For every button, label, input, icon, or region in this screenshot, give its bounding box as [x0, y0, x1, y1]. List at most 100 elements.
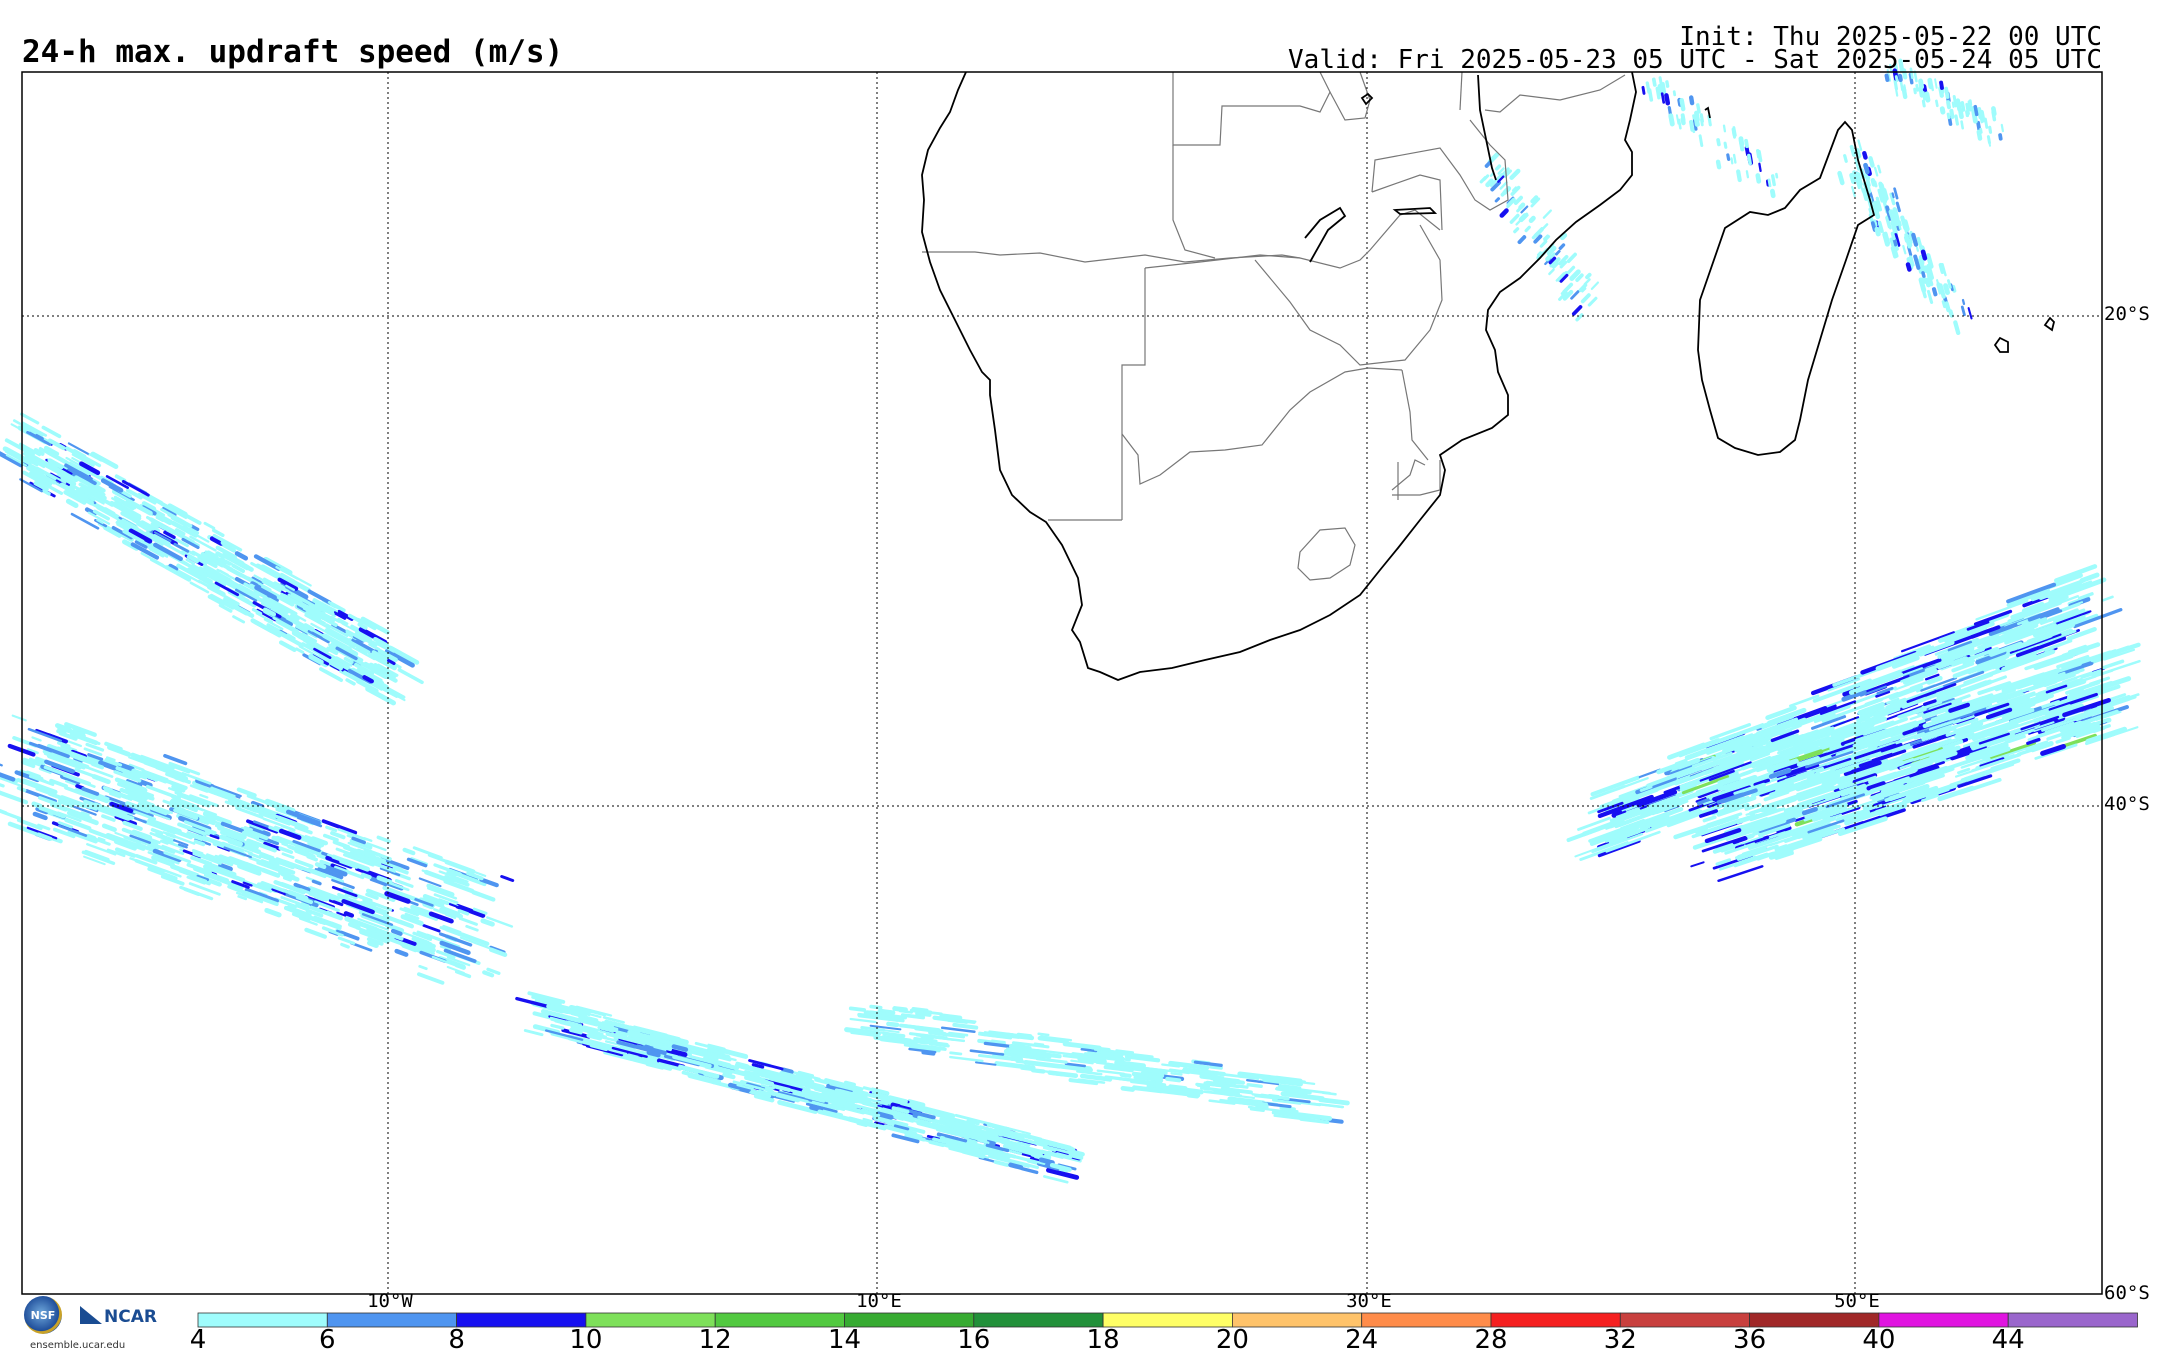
updraft-streak [209, 786, 236, 799]
updraft-streak [607, 1047, 628, 1055]
updraft-streak [171, 795, 199, 808]
updraft-streak [285, 809, 321, 826]
updraft-streak [891, 1106, 910, 1114]
updraft-streak [75, 489, 96, 502]
updraft-streak [466, 871, 484, 881]
updraft-streak [1770, 729, 1800, 743]
updraft-streak [2060, 579, 2104, 598]
updraft-streak [431, 955, 462, 969]
updraft-streak [126, 794, 155, 808]
lat-label-60s: 60°S [2104, 1282, 2150, 1304]
colorbar-label: 24 [1345, 1325, 1379, 1355]
updraft-streak [310, 888, 335, 901]
updraft-streak [1168, 1084, 1188, 1091]
updraft-streak [1612, 810, 1627, 817]
updraft-streak [160, 874, 185, 886]
updraft-streak [142, 532, 164, 546]
updraft-streak [817, 1109, 856, 1123]
updraft-streak [1157, 1088, 1201, 1098]
updraft-streak [321, 819, 358, 835]
updraft-streak [1849, 172, 1856, 184]
updraft-streak [1279, 1105, 1296, 1112]
updraft-streak [1805, 750, 1854, 769]
updraft-streak [1007, 1134, 1050, 1148]
updraft-streak [360, 872, 372, 880]
updraft-streak [100, 478, 124, 493]
updraft-streak [33, 448, 45, 456]
updraft-streak [2060, 658, 2087, 669]
updraft-streak [1559, 232, 1568, 241]
updraft-streak [1124, 1054, 1161, 1063]
updraft-streak [18, 425, 28, 432]
updraft-streak [2017, 671, 2048, 685]
updraft-streak [1580, 293, 1591, 304]
updraft-streak [366, 937, 384, 946]
updraft-streak [26, 826, 58, 840]
updraft-streak [200, 552, 225, 568]
updraft-streak [67, 442, 90, 456]
updraft-streak [151, 855, 175, 867]
updraft-streak [365, 686, 396, 706]
updraft-streak [22, 451, 38, 462]
updraft-streak [368, 662, 381, 671]
updraft-streak [21, 760, 36, 768]
updraft-streak [284, 906, 308, 918]
updraft-streak [102, 786, 113, 792]
updraft-streak [1979, 627, 2035, 651]
updraft-streak [206, 550, 219, 560]
updraft-streak [1677, 118, 1682, 130]
updraft-streak [1070, 1052, 1107, 1061]
updraft-streak [412, 846, 443, 860]
updraft-streak [231, 563, 246, 574]
updraft-streak [399, 907, 419, 917]
updraft-streak [380, 921, 405, 933]
updraft-streak [2040, 610, 2076, 625]
updraft-streak [333, 611, 347, 620]
updraft-streak [1246, 1082, 1263, 1089]
updraft-streak [1894, 678, 1924, 691]
map-frame [21, 71, 2103, 1295]
updraft-streak [1820, 824, 1838, 832]
updraft-streak [734, 1063, 748, 1070]
updraft-streak [978, 1031, 1020, 1039]
updraft-streak [150, 827, 164, 835]
updraft-streak [1893, 187, 1899, 200]
updraft-streak [373, 636, 390, 648]
updraft-streak [1915, 761, 1945, 773]
updraft-streak [1722, 736, 1762, 754]
updraft-streak [977, 1053, 1015, 1061]
updraft-streak [186, 862, 212, 875]
updraft-streak [2048, 594, 2066, 604]
updraft-streak [37, 743, 70, 759]
updraft-streak [2000, 123, 2005, 133]
updraft-streak [1973, 609, 2013, 626]
updraft-streak [163, 851, 192, 864]
updraft-streak [1280, 1091, 1325, 1101]
updraft-streak [1961, 298, 1966, 306]
colorbar-swatch [585, 1312, 716, 1328]
updraft-streak [267, 883, 290, 894]
updraft-streak [1133, 1065, 1173, 1073]
updraft-streak [722, 1072, 736, 1080]
updraft-streak [1621, 809, 1639, 819]
updraft-streak [872, 1114, 909, 1127]
updraft-streak [915, 1011, 932, 1017]
updraft-streak [875, 1111, 894, 1120]
updraft-streak [1931, 287, 1938, 297]
updraft-streak [384, 649, 415, 668]
updraft-streak [203, 521, 216, 530]
updraft-streak [220, 821, 244, 833]
updraft-streak [270, 606, 290, 620]
updraft-streak [1736, 169, 1742, 183]
updraft-streak [31, 801, 43, 809]
updraft-streak [244, 887, 279, 903]
updraft-streak [349, 838, 373, 850]
updraft-streak [189, 875, 211, 886]
updraft-streak [152, 534, 171, 547]
colorbar-swatch [1749, 1312, 1880, 1328]
updraft-streak [657, 1062, 682, 1071]
updraft-streak [1918, 86, 1924, 98]
updraft-streak [328, 657, 345, 668]
updraft-streak [50, 802, 68, 812]
updraft-streak [1726, 153, 1731, 161]
